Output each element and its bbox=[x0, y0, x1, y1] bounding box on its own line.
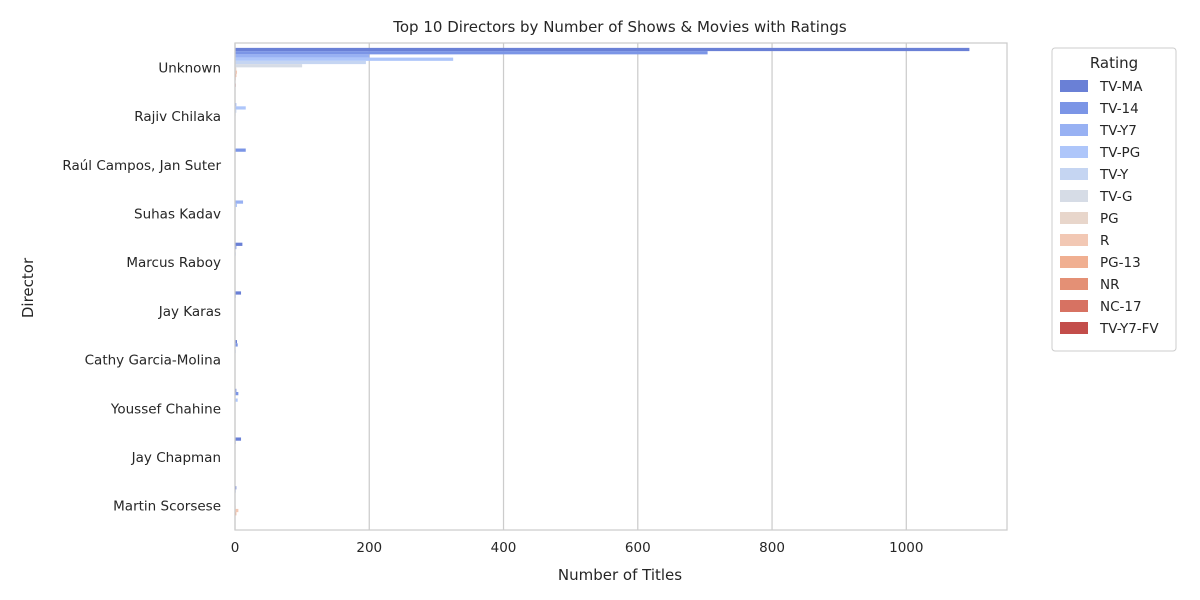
legend-swatch bbox=[1060, 190, 1088, 202]
legend-swatch bbox=[1060, 146, 1088, 158]
bar bbox=[235, 103, 237, 107]
y-axis-label: Director bbox=[19, 257, 37, 318]
bar bbox=[235, 67, 237, 71]
y-tick-label: Jay Karas bbox=[158, 304, 221, 320]
bar bbox=[235, 200, 244, 204]
legend-label: TV-MA bbox=[1099, 79, 1143, 95]
bar bbox=[235, 242, 243, 246]
legend-swatch bbox=[1060, 80, 1088, 92]
legend-swatch bbox=[1060, 256, 1088, 268]
bar bbox=[235, 57, 454, 61]
legend-item: NC-17 bbox=[1060, 299, 1142, 315]
bar bbox=[235, 60, 366, 65]
bar bbox=[235, 340, 238, 344]
y-tick-label: Cathy Garcia-Molina bbox=[85, 353, 221, 369]
bar bbox=[235, 291, 242, 295]
x-tick-label: 200 bbox=[356, 540, 382, 556]
y-tick-label: Raúl Campos, Jan Suter bbox=[62, 158, 221, 174]
legend-label: TV-PG bbox=[1099, 145, 1140, 161]
grid bbox=[234, 43, 907, 530]
x-tick-label: 600 bbox=[625, 540, 651, 556]
bar bbox=[235, 398, 238, 402]
bar bbox=[235, 148, 246, 152]
legend-label: NC-17 bbox=[1100, 299, 1142, 315]
y-tick-label: Unknown bbox=[158, 60, 221, 76]
y-tick-label: Jay Chapman bbox=[131, 450, 221, 466]
bar bbox=[235, 70, 238, 74]
x-axis-label: Number of Titles bbox=[558, 566, 682, 584]
y-tick-label: Marcus Raboy bbox=[126, 255, 221, 271]
bar bbox=[235, 486, 237, 490]
y-tick-label: Suhas Kadav bbox=[134, 206, 221, 222]
legend-label: R bbox=[1100, 233, 1109, 249]
legend-label: TV-Y7-FV bbox=[1099, 321, 1159, 337]
legend-label: PG bbox=[1100, 211, 1119, 227]
legend-label: TV-14 bbox=[1099, 101, 1139, 117]
legend-items: TV-MA TV-14 TV-Y7 TV-PG TV-Y TV-G PG R PG-13 NR NC… bbox=[1060, 79, 1159, 337]
bar bbox=[235, 512, 237, 516]
bar bbox=[235, 64, 303, 68]
legend-item: NR bbox=[1060, 277, 1119, 293]
bar bbox=[235, 388, 237, 393]
legend-item: TV-Y bbox=[1060, 167, 1129, 183]
bar bbox=[235, 47, 970, 52]
bar bbox=[235, 51, 708, 55]
legend-label: NR bbox=[1100, 277, 1119, 293]
legend-label: TV-Y7 bbox=[1099, 123, 1137, 139]
x-tick-label: 0 bbox=[231, 540, 240, 556]
y-tick-label: Rajiv Chilaka bbox=[134, 109, 221, 125]
legend-item: PG bbox=[1060, 211, 1119, 227]
bar bbox=[235, 203, 238, 207]
bar bbox=[235, 437, 242, 441]
bars bbox=[235, 47, 970, 516]
legend-swatch bbox=[1060, 278, 1088, 290]
bar bbox=[235, 508, 239, 513]
y-tick-label: Youssef Chahine bbox=[110, 401, 221, 417]
legend-swatch bbox=[1060, 124, 1088, 136]
x-ticks: 0 200 400 600 800 1000 bbox=[231, 540, 924, 556]
bar bbox=[235, 245, 237, 250]
bar bbox=[235, 109, 237, 113]
bar bbox=[235, 73, 237, 78]
x-tick-label: 400 bbox=[491, 540, 517, 556]
legend-label: TV-G bbox=[1099, 189, 1133, 205]
legend-item: TV-Y7-FV bbox=[1060, 321, 1159, 337]
legend-title: Rating bbox=[1090, 54, 1138, 72]
legend-item: PG-13 bbox=[1060, 255, 1141, 271]
legend-item: TV-PG bbox=[1060, 145, 1140, 161]
chart-title: Top 10 Directors by Number of Shows & Mo… bbox=[392, 18, 847, 36]
legend-box bbox=[1051, 47, 1177, 352]
legend-swatch bbox=[1060, 102, 1088, 114]
legend-swatch bbox=[1060, 322, 1088, 334]
legend-item: TV-G bbox=[1060, 189, 1133, 205]
x-tick-label: 1000 bbox=[889, 540, 923, 556]
bar bbox=[235, 54, 370, 58]
legend-item: TV-Y7 bbox=[1060, 123, 1137, 139]
legend-label: PG-13 bbox=[1100, 255, 1141, 271]
bar bbox=[235, 392, 239, 396]
legend-item: TV-MA bbox=[1060, 79, 1143, 95]
x-tick-label: 800 bbox=[759, 540, 785, 556]
plot-frame bbox=[234, 42, 1008, 531]
bar bbox=[235, 106, 246, 110]
legend-swatch bbox=[1060, 212, 1088, 224]
y-tick-label: Martin Scorsese bbox=[113, 499, 221, 515]
y-ticks: Unknown Rajiv Chilaka Raúl Campos, Jan Sut… bbox=[62, 60, 221, 514]
legend-swatch bbox=[1060, 168, 1088, 180]
legend-item: TV-14 bbox=[1060, 101, 1139, 117]
legend-swatch bbox=[1060, 234, 1088, 246]
bar bbox=[235, 343, 238, 347]
legend: Rating TV-MA TV-14 TV-Y7 TV-PG TV-Y TV-G PG R PG… bbox=[1051, 47, 1177, 352]
legend-swatch bbox=[1060, 300, 1088, 312]
legend-label: TV-Y bbox=[1099, 167, 1129, 183]
legend-item: R bbox=[1060, 233, 1109, 249]
